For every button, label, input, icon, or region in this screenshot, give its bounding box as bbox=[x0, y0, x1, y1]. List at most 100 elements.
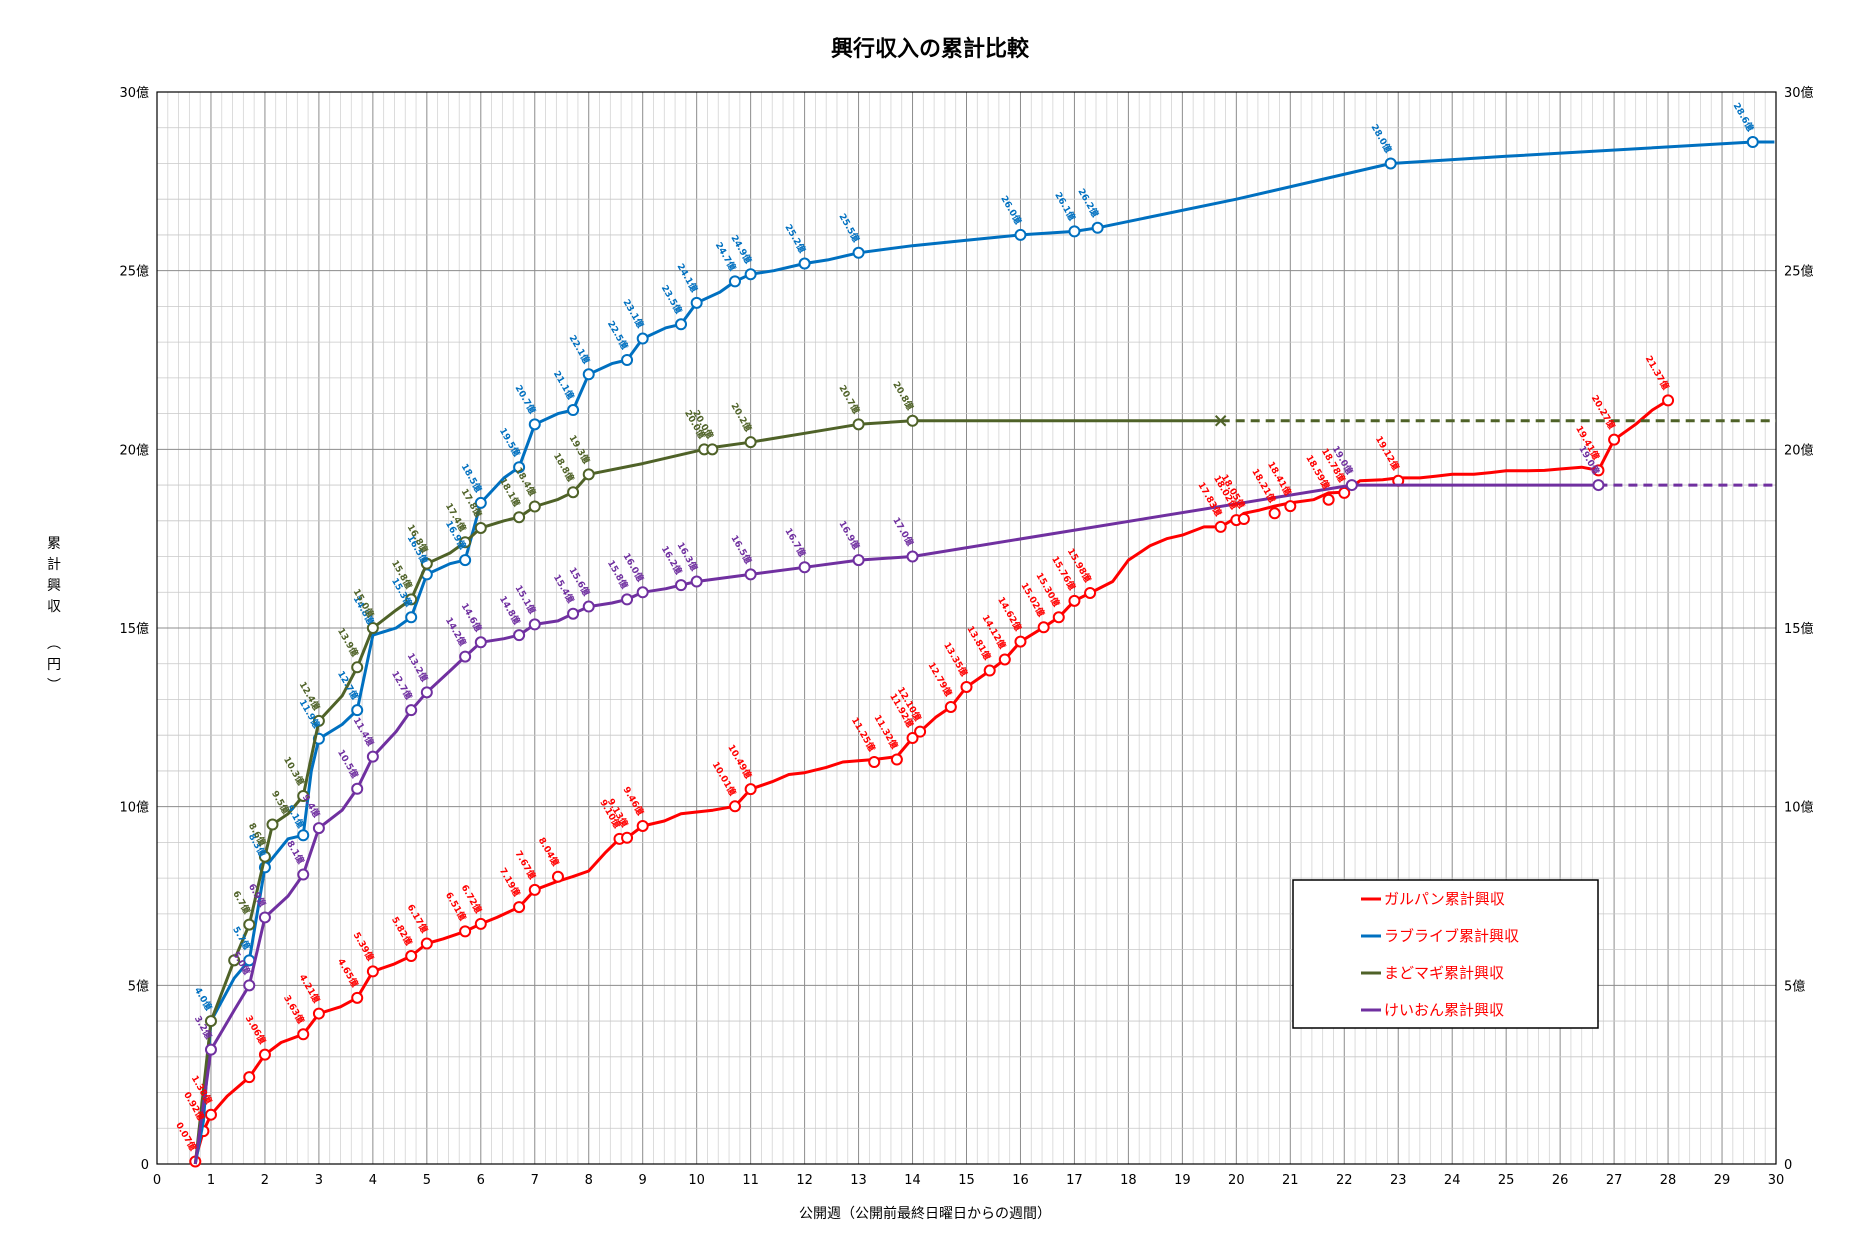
data-point-marker bbox=[567, 404, 580, 417]
x-tick-label: 5 bbox=[423, 1173, 431, 1188]
data-point-marker bbox=[1322, 493, 1335, 506]
data-point-marker bbox=[852, 554, 865, 567]
y-tick-label-right: 0 bbox=[1784, 1158, 1792, 1173]
y-axis-label: 累計興収︵円︶ bbox=[47, 536, 61, 694]
x-axis-label: 公開週（公開前最終日曜日からの週間） bbox=[799, 1205, 1051, 1222]
grid bbox=[156, 91, 1777, 1165]
legend-entry: まどマギ累計興収 bbox=[1384, 964, 1504, 982]
data-point-marker bbox=[258, 850, 271, 863]
x-tick-label: 15 bbox=[958, 1173, 975, 1188]
x-tick-label: 16 bbox=[1012, 1173, 1029, 1188]
data-point-marker bbox=[1014, 635, 1027, 648]
y-tick-label-right: 20億 bbox=[1784, 442, 1814, 458]
data-point-marker bbox=[906, 414, 919, 427]
x-tick-label: 14 bbox=[904, 1173, 921, 1188]
data-point-marker bbox=[582, 600, 595, 613]
x-tick-label: 18 bbox=[1120, 1173, 1137, 1188]
data-point-marker bbox=[513, 901, 526, 914]
data-point-marker bbox=[744, 268, 757, 281]
data-point-marker bbox=[1068, 225, 1081, 238]
data-point-marker bbox=[297, 829, 310, 842]
data-point-marker bbox=[528, 883, 541, 896]
data-point-marker bbox=[474, 521, 487, 534]
data-point-marker bbox=[204, 1015, 217, 1028]
y-tick-label-right: 15億 bbox=[1784, 621, 1814, 637]
data-point-marker bbox=[798, 257, 811, 270]
x-tick-label: 11 bbox=[742, 1173, 759, 1188]
data-point-marker bbox=[906, 732, 919, 745]
data-point-marker bbox=[351, 991, 364, 1004]
data-point-marker bbox=[258, 911, 271, 924]
series-1 bbox=[189, 394, 1675, 1168]
data-point-marker bbox=[266, 818, 279, 831]
x-tick-label: 10 bbox=[688, 1173, 705, 1188]
data-point-marker bbox=[1084, 586, 1097, 599]
legend-box bbox=[1292, 879, 1599, 1029]
chart-title: 興行収入の累計比較 bbox=[831, 36, 1030, 62]
x-tick-label: 23 bbox=[1390, 1173, 1407, 1188]
x-tick-label: 2 bbox=[261, 1173, 269, 1188]
x-tick-label: 13 bbox=[850, 1173, 867, 1188]
y-tick-label-right: 5億 bbox=[1784, 978, 1805, 994]
x-tick-label: 4 bbox=[369, 1173, 377, 1188]
y-tick-label-left: 15億 bbox=[119, 621, 149, 637]
data-point-marker bbox=[690, 296, 703, 309]
data-point-marker bbox=[567, 486, 580, 499]
plot-frame bbox=[156, 91, 1777, 1165]
data-point-marker bbox=[312, 822, 325, 835]
y-tick-label-right: 30億 bbox=[1784, 85, 1814, 101]
data-point-marker bbox=[366, 750, 379, 763]
data-point-marker bbox=[474, 496, 487, 509]
data-point-marker bbox=[459, 554, 472, 567]
x-tick-label: 3 bbox=[315, 1173, 323, 1188]
data-point-marker bbox=[636, 586, 649, 599]
data-point-marker bbox=[1237, 513, 1250, 526]
x-tick-label: 21 bbox=[1282, 1173, 1299, 1188]
series-layer bbox=[189, 136, 1776, 1168]
x-tick-label: 29 bbox=[1714, 1173, 1731, 1188]
data-point-marker bbox=[297, 1028, 310, 1041]
data-point-marker bbox=[582, 468, 595, 481]
x-tick-label: 20 bbox=[1228, 1173, 1245, 1188]
data-point-marker bbox=[1284, 500, 1297, 513]
y-tick-label-left: 30億 bbox=[119, 85, 149, 101]
x-tick-label: 9 bbox=[639, 1173, 647, 1188]
data-point-marker bbox=[366, 965, 379, 978]
x-tick-label: 17 bbox=[1066, 1173, 1083, 1188]
data-point-marker bbox=[474, 636, 487, 649]
data-point-marker bbox=[636, 819, 649, 832]
data-point-marker bbox=[243, 918, 256, 931]
data-point-marker bbox=[621, 593, 634, 606]
data-point-marker bbox=[513, 511, 526, 524]
data-point-marker bbox=[366, 622, 379, 634]
data-point-marker bbox=[459, 536, 472, 549]
data-point-marker bbox=[528, 418, 541, 431]
data-point-marker bbox=[1068, 594, 1081, 607]
data-point-marker bbox=[405, 611, 418, 624]
y-tick-label-right: 25億 bbox=[1784, 264, 1814, 280]
data-point-marker bbox=[675, 318, 688, 331]
data-point-marker bbox=[852, 246, 865, 259]
x-tick-label: 19 bbox=[1174, 1173, 1191, 1188]
y-tick-label-left: 10億 bbox=[119, 800, 149, 816]
data-point-marker bbox=[258, 1048, 271, 1061]
legend-entry: けいおん累計興収 bbox=[1384, 1001, 1504, 1019]
x-tick-label: 22 bbox=[1336, 1173, 1353, 1188]
data-point-marker bbox=[351, 704, 364, 717]
x-tick-label: 1 bbox=[207, 1173, 215, 1188]
legend-entry: ガルパン累計興収 bbox=[1384, 890, 1505, 908]
data-point-marker bbox=[690, 575, 703, 588]
data-point-marker bbox=[551, 870, 564, 883]
data-point-marker bbox=[528, 618, 541, 631]
x-tick-label: 28 bbox=[1660, 1173, 1677, 1188]
data-point-marker bbox=[1052, 611, 1065, 624]
data-point-marker bbox=[1338, 486, 1351, 499]
data-point-marker bbox=[675, 579, 688, 592]
x-tick-label: 26 bbox=[1552, 1173, 1569, 1188]
data-point-marker bbox=[405, 950, 418, 963]
series-line bbox=[193, 140, 1775, 1165]
x-tick-label: 7 bbox=[531, 1173, 539, 1188]
